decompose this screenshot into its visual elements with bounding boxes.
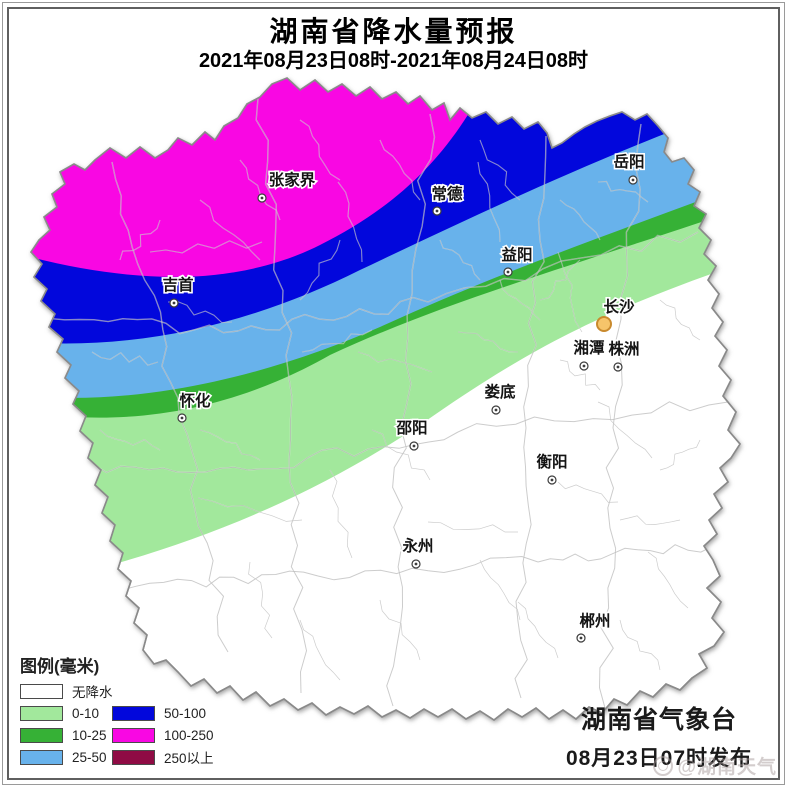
city-株洲: 株洲 [607,337,641,372]
legend-swatch [20,727,63,743]
city-娄底: 娄底 [483,380,518,415]
legend-column-2: 50-100 100-250 250以上 [112,702,214,768]
city-湘潭: 湘潭 [572,336,607,371]
city-label: 常德 [431,184,463,203]
city-益阳: 益阳 [500,243,534,277]
publisher-name: 湖南省气象台 [580,706,737,734]
legend-item: 无降水 [20,680,113,702]
city-郴州: 郴州 [576,609,612,643]
legend-title: 图例(毫米) [20,657,100,676]
legend-item: 25-50 [20,746,113,768]
legend-label: 50-100 [164,705,207,721]
legend-label: 无降水 [72,685,113,700]
city-marker-dot [180,416,184,420]
city-marker-dot [506,270,510,274]
city-marker-dot [582,364,586,368]
capital-marker-icon [596,316,612,332]
city-label: 岳阳 [613,152,644,171]
city-label: 吉首 [162,275,194,294]
city-label: 娄底 [484,382,516,401]
city-label: 永州 [401,536,433,555]
legend-label: 250以上 [164,751,214,766]
city-label: 益阳 [501,245,532,264]
city-marker-dot [172,301,176,305]
map-subtitle: 2021年08月23日08时-2021年08月24日08时 [198,50,589,72]
city-衡阳: 衡阳 [535,450,569,485]
city-marker-dot [550,478,554,482]
legend-swatch [112,749,155,765]
city-吉首: 吉首 [161,273,196,308]
city-常德: 常德 [430,182,465,216]
city-label: 株洲 [608,339,639,358]
legend-label: 10-25 [72,727,107,743]
city-label: 长沙 [603,297,635,316]
legend: 图例(毫米) 无降水 0-10 10-25 25-50 50-100 100-250 25… [20,652,214,766]
city-marker-dot [412,444,416,448]
city-label: 衡阳 [536,452,567,471]
watermark: @湖南天气 [653,752,777,779]
legend-label: 0-10 [72,705,100,721]
city-marker-dot [435,209,439,213]
watermark-text: @湖南天气 [677,757,777,778]
legend-item: 250以上 [112,746,214,768]
province-border [29,77,741,721]
city-张家界: 张家界 [257,168,317,203]
map-title: 湖南省降水量预报 [269,16,518,47]
city-marker-dot [579,636,583,640]
legend-swatch [20,705,63,721]
city-label: 邵阳 [395,419,427,437]
legend-item: 10-25 [20,724,113,746]
legend-column-1: 无降水 0-10 10-25 25-50 [20,680,113,768]
city-label: 郴州 [579,611,610,630]
city-label: 张家界 [269,170,316,189]
city-marker-dot [260,196,264,200]
city-label: 湘潭 [573,338,605,357]
legend-swatch [112,705,155,721]
city-永州: 永州 [400,534,435,569]
legend-swatch [112,727,155,743]
city-marker-dot [616,365,620,369]
city-marker-dot [494,408,498,412]
city-marker-dot [631,178,635,182]
city-marker-dot [414,562,418,566]
city-label: 怀化 [179,391,211,410]
legend-swatch [20,749,63,765]
watermark-logo-icon [653,755,674,776]
city-长沙: 长沙 [596,295,637,332]
city-邵阳: 邵阳 [394,417,429,451]
legend-item: 0-10 [20,702,113,724]
legend-item: 100-250 [112,724,214,746]
city-怀化: 怀化 [177,389,213,423]
legend-swatch [20,683,63,699]
legend-label: 25-50 [72,749,107,765]
legend-item: 50-100 [112,702,214,724]
legend-label: 100-250 [164,727,214,743]
city-岳阳: 岳阳 [612,150,646,185]
